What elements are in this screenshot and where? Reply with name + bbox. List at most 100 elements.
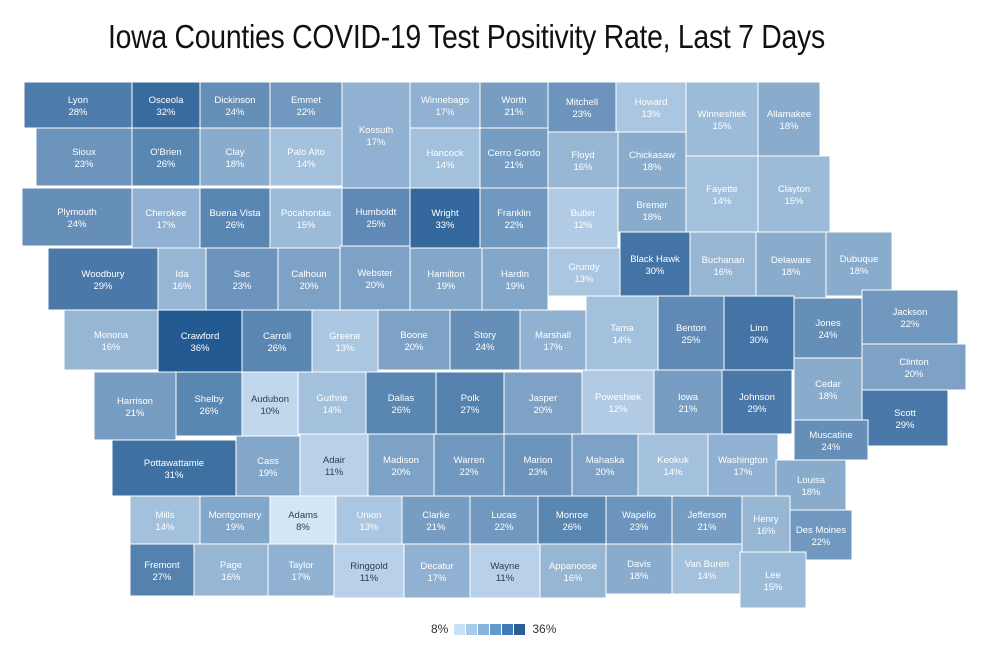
county-name-label: Grundy: [568, 262, 599, 273]
county-rate-label: 18%: [801, 487, 821, 498]
county-shape: [403, 543, 471, 599]
county-rate-label: 17%: [435, 107, 455, 118]
county-shape: [377, 309, 451, 371]
county-rate-label: 26%: [562, 522, 582, 533]
county-name-label: Sac: [234, 269, 251, 280]
county-shape: [547, 247, 621, 297]
county-shape: [199, 127, 271, 187]
county-shape: [199, 81, 271, 129]
county-shape: [401, 495, 471, 545]
county-rate-label: 14%: [697, 571, 717, 582]
county-name-label: Tama: [610, 323, 634, 334]
county-shape: [469, 543, 541, 599]
county-rate-label: 16%: [713, 267, 733, 278]
county-name-label: Clarke: [422, 510, 449, 521]
county-name-label: Buchanan: [702, 255, 745, 266]
legend-swatch-3: [478, 623, 490, 635]
county-rate-label: 20%: [365, 280, 385, 291]
county-shape: [547, 131, 619, 189]
county-name-label: Plymouth: [57, 207, 97, 218]
county-rate-label: 19%: [225, 522, 245, 533]
county-name-label: Woodbury: [81, 269, 124, 280]
county-shape: [157, 309, 243, 373]
county-name-label: Dubuque: [840, 254, 879, 265]
county-name-label: Buena Vista: [209, 208, 261, 219]
county-name-label: Cass: [257, 456, 279, 467]
county-rate-label: 21%: [125, 408, 145, 419]
county-rate-label: 24%: [225, 107, 245, 118]
county-shape: [131, 127, 201, 187]
county-shape: [433, 433, 505, 497]
county-name-label: Crawford: [181, 331, 220, 342]
county-name-label: Pottawattamie: [144, 458, 204, 469]
county-name-label: Chickasaw: [629, 150, 675, 161]
county-rate-label: 20%: [299, 281, 319, 292]
county-shape: [339, 245, 411, 311]
county-rate-label: 29%: [895, 420, 915, 431]
county-name-label: Worth: [501, 95, 526, 106]
county-name-label: Jackson: [893, 307, 928, 318]
county-rate-label: 14%: [296, 159, 316, 170]
county-name-label: Fayette: [706, 184, 738, 195]
county-rate-label: 30%: [749, 335, 769, 346]
county-rate-label: 33%: [435, 220, 455, 231]
county-rate-label: 18%: [225, 159, 245, 170]
county-rate-label: 16%: [221, 572, 241, 583]
county-rate-label: 15%: [763, 582, 783, 593]
county-name-label: Van Buren: [685, 559, 729, 570]
county-rate-label: 12%: [608, 404, 628, 415]
county-shape: [671, 495, 743, 545]
county-name-label: Wayne: [490, 561, 519, 572]
county-name-label: Winneshiek: [697, 109, 746, 120]
county-name-label: Emmet: [291, 95, 321, 106]
county-shape: [685, 81, 759, 157]
county-rate-label: 18%: [818, 391, 838, 402]
county-name-label: Mitchell: [566, 97, 598, 108]
county-rate-label: 29%: [93, 281, 113, 292]
county-rate-label: 24%: [818, 330, 838, 341]
county-name-label: Ringgold: [350, 561, 388, 572]
county-shape: [269, 187, 343, 249]
county-name-label: Hardin: [501, 269, 529, 280]
county-shape: [333, 543, 405, 599]
county-name-label: Howard: [635, 97, 668, 108]
county-shape: [47, 247, 159, 311]
county-name-label: Dickinson: [214, 95, 255, 106]
county-shape: [793, 419, 869, 461]
legend-max-label: 36%: [532, 622, 557, 636]
county-name-label: Pocahontas: [281, 208, 331, 219]
county-shape: [269, 495, 337, 545]
county-name-label: Wapello: [622, 510, 656, 521]
county-shape: [241, 309, 313, 373]
county-shape: [605, 543, 673, 595]
legend-swatch-6: [514, 623, 526, 635]
county-shape: [547, 187, 619, 249]
county-rate-label: 23%: [74, 159, 94, 170]
county-rate-label: 17%: [733, 467, 753, 478]
county-rate-label: 18%: [629, 571, 649, 582]
